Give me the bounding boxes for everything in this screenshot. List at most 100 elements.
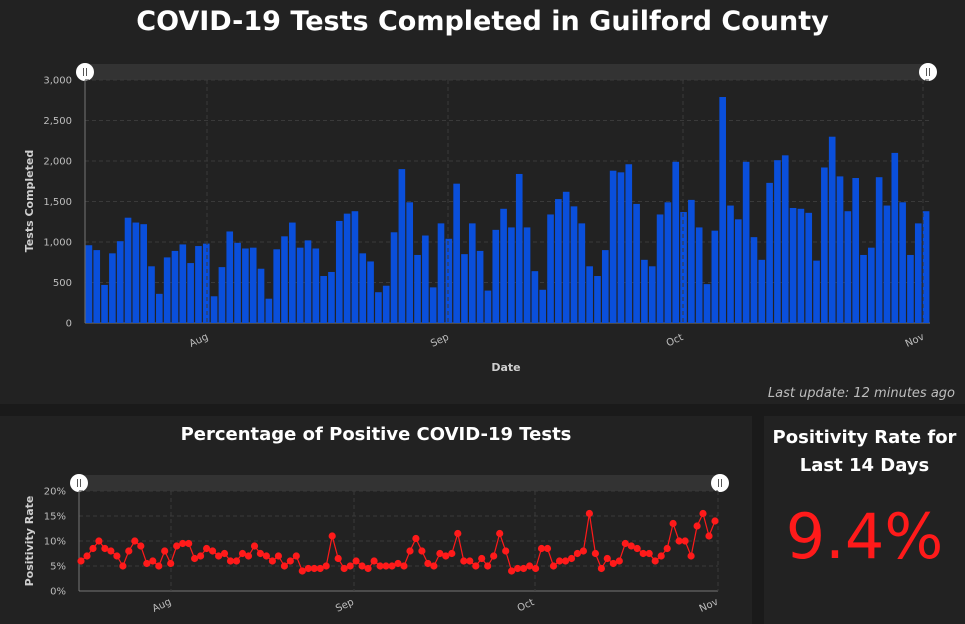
- tests-bar: [281, 236, 288, 323]
- tests-bar: [672, 161, 680, 323]
- tests-bar: [390, 232, 398, 323]
- tests-bar: [774, 160, 781, 323]
- tests-bar: [899, 202, 906, 323]
- positivity-point: [705, 532, 713, 540]
- positivity-point: [262, 552, 270, 560]
- tests-bar: [547, 214, 554, 323]
- tests-bar: [766, 182, 773, 323]
- tests-bar: [727, 205, 734, 323]
- tests-bar: [617, 172, 625, 323]
- positivity-x-tick-label: Sep: [334, 597, 356, 615]
- tests-bar: [461, 254, 468, 323]
- positivity-point: [119, 562, 127, 570]
- tests-y-tick-label: 0: [66, 319, 72, 330]
- positivity-point: [633, 544, 641, 553]
- tests-bar: [116, 241, 124, 323]
- positivity-point: [472, 562, 480, 570]
- positivity-start-handle[interactable]: [70, 474, 88, 492]
- tests-bar: [500, 208, 507, 323]
- positivity-point: [250, 542, 259, 550]
- positivity-point: [334, 554, 342, 563]
- positivity-point: [179, 539, 187, 548]
- tests-scrollbar-track[interactable]: [85, 64, 928, 80]
- positivity-point: [388, 562, 396, 570]
- tests-bar: [531, 271, 539, 323]
- tests-bar: [891, 152, 899, 323]
- positivity-point: [304, 564, 312, 573]
- positivity-scrollbar-track[interactable]: [79, 475, 720, 491]
- positivity-point: [203, 544, 211, 553]
- tests-bar: [594, 276, 601, 323]
- positivity-point: [340, 564, 348, 573]
- tests-bar: [633, 203, 640, 323]
- tests-x-axis-label: Date: [491, 361, 520, 374]
- positivity-point: [143, 559, 151, 568]
- tests-bar: [750, 237, 758, 323]
- tests-bar: [813, 260, 820, 323]
- tests-bar: [781, 155, 789, 323]
- positivity-point: [675, 537, 683, 545]
- tests-bar: [492, 229, 500, 323]
- positivity-point: [699, 509, 707, 518]
- positivity-point: [579, 547, 588, 555]
- positivity-end-handle[interactable]: [711, 474, 729, 492]
- positivity-chart-title: Percentage of Positive COVID-19 Tests: [180, 424, 572, 445]
- positivity-point: [532, 564, 540, 573]
- tests-bar: [680, 212, 687, 323]
- tests-bar: [265, 298, 273, 323]
- positivity-point: [496, 529, 504, 538]
- tests-bar: [320, 276, 327, 323]
- positivity-point: [466, 557, 474, 565]
- tests-bar: [836, 176, 844, 323]
- positivity-point: [591, 549, 600, 558]
- positivity-y-axis-label: Positivity Rate: [23, 496, 36, 587]
- positivity-point: [526, 562, 534, 570]
- tests-bar: [734, 219, 742, 323]
- tests-bar: [539, 289, 547, 323]
- rate-panel-title: Positivity Rate for Last 14 Days: [772, 427, 957, 476]
- positivity-point: [131, 537, 139, 545]
- tests-bar: [202, 243, 210, 323]
- tests-x-tick-label: Oct: [665, 332, 685, 349]
- tests-y-tick-label: 1,500: [43, 197, 72, 208]
- tests-bar: [656, 214, 664, 323]
- positivity-point: [394, 559, 402, 568]
- positivity-point: [585, 509, 594, 518]
- tests-bar: [195, 246, 202, 323]
- tests-bar: [578, 223, 586, 323]
- positivity-point: [310, 564, 318, 573]
- positivity-point: [364, 564, 372, 573]
- positivity-point: [322, 562, 330, 570]
- positivity-point: [149, 557, 157, 565]
- positivity-point: [711, 517, 719, 525]
- positivity-point: [161, 547, 169, 555]
- tests-bar: [101, 284, 108, 323]
- positivity-point: [657, 552, 665, 560]
- tests-bar: [453, 183, 460, 323]
- positivity-point: [555, 557, 564, 565]
- tests-bar: [140, 224, 147, 323]
- positivity-point: [400, 562, 408, 570]
- tests-end-handle[interactable]: [919, 63, 937, 81]
- tests-start-handle[interactable]: [76, 63, 94, 81]
- positivity-point: [645, 549, 653, 558]
- tests-bar: [109, 253, 116, 323]
- tests-bar: [703, 284, 711, 323]
- tests-bar: [273, 249, 281, 323]
- tests-y-tick-label: 500: [53, 278, 72, 289]
- positivity-point: [597, 564, 606, 573]
- positivity-point: [603, 554, 611, 563]
- tests-bar: [351, 211, 359, 323]
- positivity-point: [406, 547, 414, 555]
- positivity-point: [484, 562, 492, 570]
- positivity-point: [209, 547, 217, 555]
- positivity-point: [244, 552, 253, 560]
- tests-bar: [742, 161, 750, 323]
- tests-bar: [852, 178, 859, 323]
- positivity-point: [173, 542, 181, 550]
- tests-bar: [555, 199, 562, 323]
- positivity-point: [125, 547, 133, 555]
- tests-bar: [719, 97, 726, 323]
- positivity-point: [137, 542, 145, 550]
- tests-y-tick-label: 1,000: [43, 238, 72, 249]
